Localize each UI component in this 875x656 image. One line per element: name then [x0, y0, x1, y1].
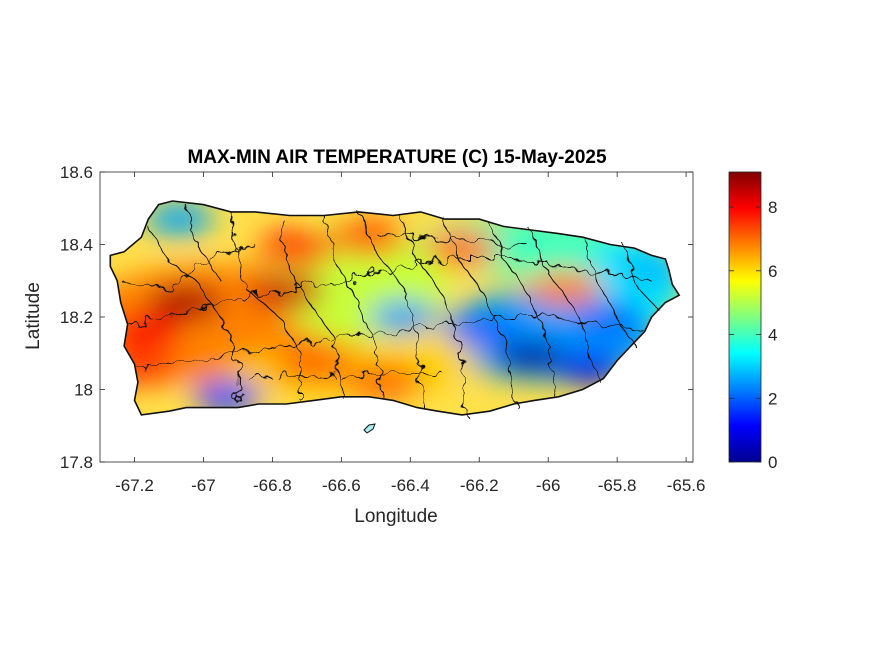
y-tick-label: 18 — [74, 381, 93, 400]
y-axis-label: Latitude — [23, 282, 44, 350]
municipal-boundary — [623, 244, 659, 311]
heat-blob — [275, 346, 352, 383]
municipal-boundary — [127, 258, 652, 325]
x-axis-label: Longitude — [354, 506, 437, 527]
municipal-boundary — [230, 211, 301, 401]
heat-blob — [344, 364, 421, 401]
municipal-boundary — [358, 211, 425, 408]
municipal-boundary — [137, 316, 645, 369]
heat-blob — [555, 351, 624, 384]
x-tick-label: -66.4 — [391, 476, 430, 495]
municipal-boundary — [120, 244, 256, 289]
x-tick-label: -65.6 — [667, 476, 706, 495]
heat-blob — [496, 340, 565, 373]
colorbar-tick-label: 0 — [768, 453, 777, 472]
x-tick-label: -67 — [191, 476, 216, 495]
municipal-boundary — [323, 215, 384, 397]
heat-blob — [617, 253, 680, 286]
heat-blob — [424, 230, 501, 267]
colorbar-tick-label: 4 — [768, 326, 777, 345]
caja-de-muertos-island — [363, 423, 376, 434]
x-tick-label: -66 — [536, 476, 561, 495]
colorbar: 0 2 4 6 8 — [728, 171, 777, 472]
municipal-boundary — [147, 226, 239, 404]
heat-blob — [576, 301, 645, 333]
heat-blob — [330, 219, 407, 256]
municipal-boundary — [582, 237, 635, 347]
y-axis: 17.8 18 18.2 18.4 18.6 — [60, 163, 693, 472]
heat-blob — [258, 230, 335, 267]
colorbar-tick-label: 8 — [768, 198, 777, 217]
municipal-boundary — [185, 204, 222, 282]
colorbar-tick-label: 6 — [768, 262, 777, 281]
municipal-boundary — [237, 370, 445, 380]
municipal-boundary — [530, 229, 601, 383]
heat-blob — [445, 315, 514, 348]
x-tick-label: -66.6 — [322, 476, 361, 495]
y-tick-label: 18.4 — [60, 236, 93, 255]
chart-title: MAX-MIN AIR TEMPERATURE (C) 15-May-2025 — [187, 147, 607, 168]
x-tick-label: -66.8 — [253, 476, 292, 495]
x-tick-label: -66.2 — [460, 476, 499, 495]
municipal-boundary — [489, 222, 556, 397]
heat-blob — [110, 313, 183, 350]
y-tick-label: 17.8 — [60, 453, 93, 472]
temperature-map — [109, 200, 681, 434]
x-tick-label: -67.2 — [115, 476, 154, 495]
heat-blob — [193, 380, 262, 413]
y-tick-label: 18.6 — [60, 163, 93, 182]
municipal-boundaries — [120, 204, 659, 415]
municipal-boundary — [399, 215, 466, 415]
colorbar-gradient — [728, 171, 762, 463]
heat-blob — [527, 270, 604, 306]
municipal-boundary — [278, 215, 342, 397]
x-axis: -67.2 -67 -66.8 -66.6 -66.4 -66.2 -66 -65.8 -65.… — [115, 172, 705, 495]
heat-blob — [145, 203, 214, 236]
colorbar-tick-label: 2 — [768, 389, 777, 408]
y-tick-label: 18.2 — [60, 308, 93, 327]
heat-blob — [248, 273, 325, 310]
municipal-boundary — [375, 233, 532, 249]
x-tick-label: -65.8 — [598, 476, 637, 495]
municipal-boundary — [444, 218, 515, 405]
heat-blob — [369, 301, 438, 333]
